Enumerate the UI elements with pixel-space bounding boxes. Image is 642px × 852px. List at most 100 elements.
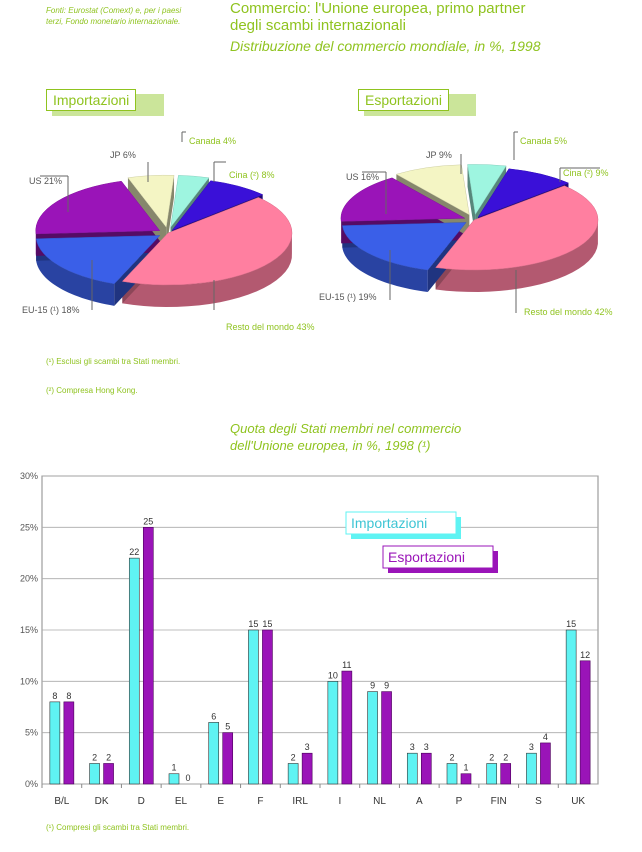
bar-value-label: 0 [185,773,190,783]
bar-importazioni-fin [486,763,498,785]
legend-box [382,545,494,569]
import-pie [35,174,293,307]
x-tick-label: FIN [491,796,507,807]
leader-line [213,161,226,182]
y-tick-label: 20% [20,574,38,584]
pie-slice-us [35,180,161,235]
y-tick-label: 0% [25,779,38,789]
leader-line [362,171,387,214]
pie-side-resto-del-mondo [122,231,292,307]
bar-value-label: 1 [171,763,176,773]
bar-esportazioni-s [540,742,551,785]
bar-importazioni-i [327,681,339,785]
bar-value-label: 11 [342,660,351,670]
bar-chart-title: Quota degli Stati membri nel commercio d… [230,420,560,454]
bar-value-label: 15 [262,619,272,629]
bar-esportazioni-fin [500,763,512,785]
bar-importazioni-f [248,629,259,785]
bar-value-label: 2 [92,752,97,762]
title-line-1: Commercio: l'Unione europea, primo partn… [230,0,526,17]
bar-value-label: 10 [328,670,338,680]
page-title: Commercio: l'Unione europea, primo partn… [230,0,526,34]
pie-side-eu-15 [342,225,428,293]
pie-slice-resto-del-mondo [121,197,293,286]
y-tick-label: 10% [20,676,38,686]
export-label-rest: Resto del mondo 42% [524,307,613,317]
x-tick-label: P [456,796,463,807]
x-tick-label: I [338,796,341,807]
bar-x-labels: B/L DK D EL E F IRL I NL A P FIN S UK [41,784,585,807]
bar-value-label: 25 [143,516,153,526]
y-tick-label: 25% [20,522,38,532]
y-tick-label: 15% [20,625,38,635]
pie-tops [35,174,293,286]
bar-value-label: 2 [291,752,296,762]
pie-side-resto-del-mondo [435,221,598,292]
bar-importazioni-dk [89,763,100,785]
y-tick-label: 30% [20,471,38,481]
bar-value-label: 15 [248,619,258,629]
bar-esportazioni-nl [381,691,392,785]
import-label-eu15: EU-15 (¹) 18% [22,305,80,315]
bar-value-label: 3 [410,742,415,752]
bar-importazioni-a [406,752,418,785]
x-tick-label: NL [373,796,386,807]
pie-note-1: (¹) Esclusi gli scambi tra Stati membri. [46,357,181,366]
bar-esportazioni-e [222,732,234,785]
x-tick-label: B/L [54,796,69,807]
pie-slice-resto-del-mondo [435,185,599,271]
pie-slice-canada [170,175,210,229]
pie-charts [35,131,600,313]
bar-value-label: 12 [580,650,590,660]
export-label-jp: JP 9% [426,150,452,160]
export-label-canada: Canada 5% [520,136,568,146]
import-label-us: US 21% [29,176,63,186]
bar-importazioni-nl [367,691,378,785]
x-tick-label: EL [175,796,188,807]
bar-value-label: 4 [543,732,548,742]
bar-importazioni-bl [49,701,61,785]
bar-esportazioni-a [420,752,432,785]
bar-esportazioni-uk [579,660,591,785]
bar-value-label: 8 [52,691,57,701]
leader-line [181,131,186,142]
bar-value-label: 6 [211,711,216,721]
pie-slice-jp [127,174,175,228]
bar-importazioni-s [526,752,537,785]
bar-legend: Importazioni Esportazioni [345,511,498,573]
pie-wall [467,164,476,237]
leader-line [513,131,518,160]
legend-label: Esportazioni [388,549,465,565]
x-tick-label: S [535,796,542,807]
title-line-2: degli scambi internazionali [230,17,406,34]
bar-importazioni-uk [565,629,577,785]
export-pie [340,164,599,293]
pie-slice-cina [171,180,264,231]
bar-value-label: 9 [384,681,389,691]
pie-side-eu-15 [36,238,115,306]
pie-slice-eu-15 [342,222,467,271]
export-label-us: US 16% [346,172,380,182]
legend-box [345,511,457,535]
bar-esportazioni-f [262,629,273,785]
bar-importazioni-e [208,722,220,785]
bar-value-label: 22 [129,547,139,557]
bar-esportazioni-irl [301,752,313,785]
source-note: Fonti: Eurostat (Comext) e, per i paesi … [46,6,182,26]
bar-value-label: 1 [463,763,468,773]
x-tick-label: F [257,796,263,807]
bar-esportazioni-p [460,773,472,785]
pie-tops [340,164,599,271]
bar-value-label: 3 [305,742,310,752]
import-label-jp: JP 6% [110,150,136,160]
x-tick-label: A [416,796,423,807]
bar-footnote: (¹) Compresi gli scambi tra Stati membri… [46,823,190,832]
export-label-cina: Cina (²) 9% [563,168,609,178]
bar-esportazioni-d [142,527,154,785]
bar-value-label: 2 [106,752,111,762]
pie-note-2: (²) Compresa Hong Kong. [46,386,138,395]
bar-value-label: 2 [449,752,454,762]
pie-leader-lines [40,131,600,313]
x-tick-label: E [217,796,224,807]
